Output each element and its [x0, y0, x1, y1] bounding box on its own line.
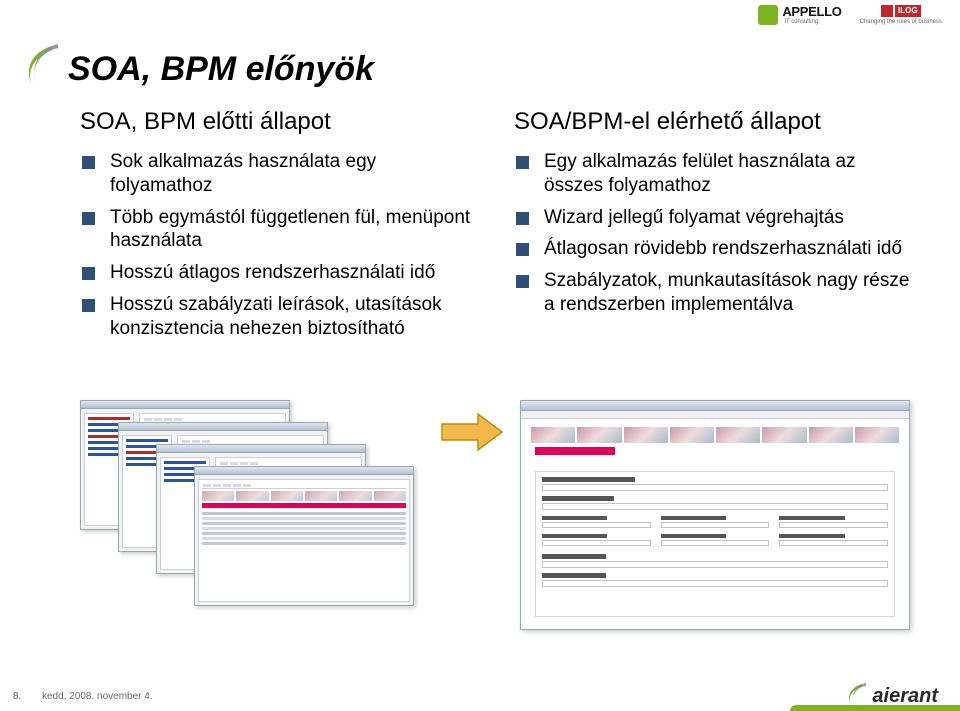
footer-logo: aierant: [844, 683, 938, 709]
left-bullets: Sok alkalmazás használata egy folyamatho…: [80, 150, 480, 340]
page-number: 8.: [0, 691, 34, 702]
right-bullets: Egy alkalmazás felület használata az öss…: [514, 150, 914, 317]
right-screenshot: [520, 400, 910, 630]
right-heading: SOA/BPM-el elérhető állapot: [514, 108, 914, 136]
footer-bar: 8. kedd, 2008. november 4.: [0, 681, 960, 711]
bullet-item: Több egymástól függetlenen fül, menüpont…: [110, 206, 480, 254]
columns: SOA, BPM előtti állapot Sok alkalmazás h…: [80, 108, 920, 348]
appello-mark-icon: [758, 5, 778, 25]
left-screenshot-stack: [80, 400, 430, 630]
ilog-subtext: Changing the rules of business: [860, 19, 942, 25]
footer-date: kedd, 2008. november 4.: [42, 691, 153, 702]
big-window: [520, 400, 910, 630]
mini-window: [194, 466, 414, 606]
footer-swoosh-icon: [844, 683, 874, 709]
bullet-item: Wizard jellegű folyamat végrehajtás: [544, 206, 914, 230]
right-column: SOA/BPM-el elérhető állapot Egy alkalmaz…: [514, 108, 914, 348]
left-column: SOA, BPM előtti állapot Sok alkalmazás h…: [80, 108, 480, 348]
swoosh-icon: [24, 46, 76, 92]
appello-text: APPELLO: [782, 4, 841, 19]
title-wrap: SOA, BPM előnyök: [24, 46, 374, 92]
slide-title: SOA, BPM előnyök: [68, 50, 374, 89]
header-logos: APPELLO IT consulting ILOG Changing the …: [758, 4, 942, 25]
ilog-block-text: ILOG: [895, 5, 921, 17]
bullet-item: Sok alkalmazás használata egy folyamatho…: [110, 150, 480, 198]
left-heading: SOA, BPM előtti állapot: [80, 108, 480, 136]
bullet-item: Átlagosan rövidebb rendszerhasználati id…: [544, 237, 914, 261]
footer-logo-text: aierant: [872, 685, 938, 708]
logo-ilog: ILOG Changing the rules of business: [860, 5, 942, 25]
bullet-item: Hosszú átlagos rendszerhasználati idő: [110, 261, 480, 285]
bullet-item: Egy alkalmazás felület használata az öss…: [544, 150, 914, 198]
ilog-block-icon: [881, 5, 893, 17]
arrow-icon: [440, 412, 504, 452]
bullet-item: Hosszú szabályzati leírások, utasítások …: [110, 293, 480, 341]
logo-appello: APPELLO IT consulting: [758, 4, 841, 25]
appello-subtext: IT consulting: [784, 19, 841, 25]
slide: { "colors": { "bullet_square": "#2f4f74"…: [0, 0, 960, 711]
bullet-item: Szabályzatok, munkautasítások nagy része…: [544, 269, 914, 317]
